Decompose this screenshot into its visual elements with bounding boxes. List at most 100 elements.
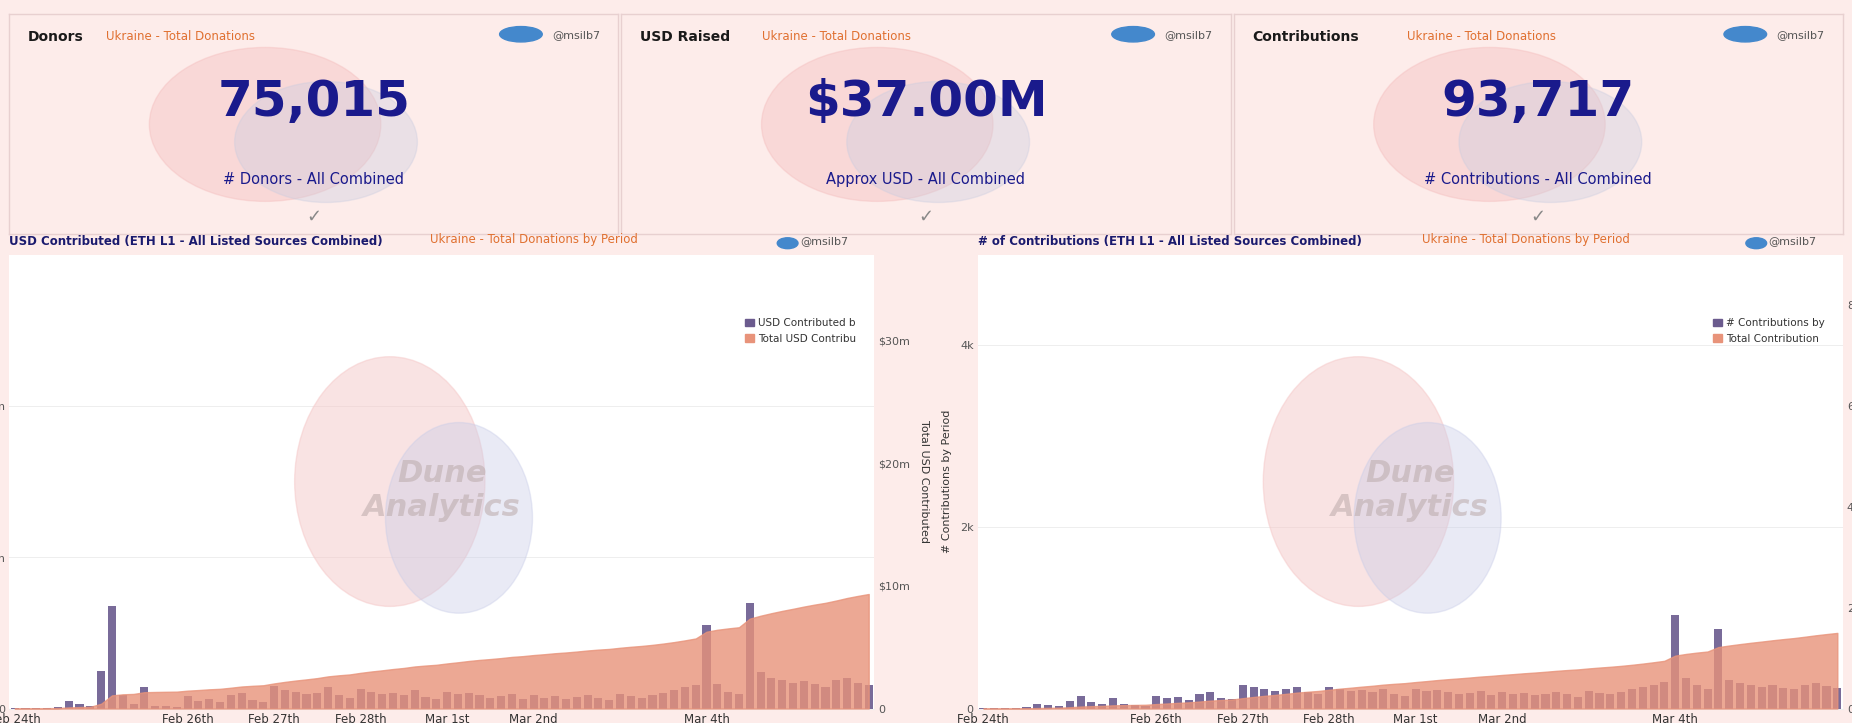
Bar [1715, 629, 1722, 709]
Text: @msilb7: @msilb7 [800, 236, 848, 247]
Bar [454, 694, 461, 709]
Bar [1639, 687, 1646, 709]
Bar [583, 696, 591, 709]
Text: USD Raised: USD Raised [639, 30, 730, 44]
Bar [1346, 691, 1356, 709]
Bar [496, 696, 506, 709]
Bar [1141, 706, 1150, 709]
Bar [659, 693, 667, 709]
Bar [87, 706, 94, 709]
Bar [1109, 698, 1117, 709]
Bar [1195, 694, 1204, 709]
Bar [270, 686, 278, 709]
Text: ✓: ✓ [306, 208, 322, 226]
Circle shape [778, 238, 798, 249]
Bar [400, 696, 407, 709]
Bar [1304, 692, 1311, 709]
Ellipse shape [1459, 82, 1641, 202]
Bar [530, 696, 537, 709]
Text: @msilb7: @msilb7 [1769, 236, 1817, 247]
Bar [648, 696, 657, 709]
Bar [1056, 706, 1063, 709]
Bar [1206, 692, 1215, 709]
Bar [1358, 690, 1365, 709]
Bar [367, 692, 376, 709]
Bar [1326, 687, 1333, 709]
Bar [357, 689, 365, 709]
Bar [313, 693, 322, 709]
Bar [378, 694, 387, 709]
Bar [119, 695, 126, 709]
Bar [617, 694, 624, 709]
Bar [822, 687, 830, 709]
Bar [778, 680, 787, 709]
Bar [682, 688, 689, 709]
Bar [1045, 705, 1052, 709]
Bar [507, 694, 517, 709]
Bar [1270, 691, 1280, 709]
Bar [1228, 699, 1235, 709]
Bar [443, 692, 452, 709]
Bar [217, 703, 224, 709]
Bar [259, 702, 267, 709]
Bar [96, 671, 106, 709]
Bar [1250, 687, 1258, 709]
Bar [226, 695, 235, 709]
Bar [1780, 688, 1787, 709]
Bar [832, 680, 841, 709]
Bar [1315, 695, 1322, 709]
Bar [606, 700, 613, 709]
Bar [1130, 705, 1139, 709]
Bar [626, 696, 635, 709]
Bar [800, 681, 807, 709]
Bar [1791, 689, 1798, 709]
Bar [1563, 695, 1570, 709]
Legend: USD Contributed b, Total USD Contribu: USD Contributed b, Total USD Contribu [741, 315, 859, 348]
Bar [130, 704, 137, 709]
Bar [637, 698, 646, 709]
Text: Ukraine - Total Donations: Ukraine - Total Donations [1408, 30, 1556, 43]
Bar [476, 696, 483, 709]
Bar [572, 697, 582, 709]
Bar [324, 688, 332, 709]
Y-axis label: # Contributions by Period: # Contributions by Period [943, 410, 952, 553]
Bar [65, 701, 72, 709]
Bar [552, 696, 559, 709]
Bar [1671, 615, 1680, 709]
Circle shape [500, 27, 543, 42]
Legend: # Contributions by, Total Contribution: # Contributions by, Total Contribution [1709, 315, 1830, 348]
Bar [1098, 703, 1106, 709]
Bar [670, 690, 678, 709]
Bar [411, 690, 419, 709]
Bar [282, 690, 289, 709]
Text: Ukraine - Total Donations by Period: Ukraine - Total Donations by Period [1422, 234, 1630, 247]
Bar [1595, 693, 1604, 709]
Text: Ukraine - Total Donations: Ukraine - Total Donations [761, 30, 911, 43]
Bar [1476, 691, 1485, 709]
Ellipse shape [761, 48, 993, 202]
Text: 75,015: 75,015 [217, 78, 411, 127]
Bar [1163, 698, 1170, 709]
Bar [432, 699, 441, 709]
Bar [1682, 678, 1691, 709]
Bar [1811, 683, 1821, 709]
Bar [1574, 697, 1582, 709]
Bar [152, 706, 159, 709]
Bar [757, 672, 765, 709]
Bar [735, 694, 743, 709]
Circle shape [1746, 238, 1767, 249]
Ellipse shape [1263, 356, 1454, 607]
Text: @msilb7: @msilb7 [1776, 30, 1824, 40]
Bar [865, 685, 872, 709]
Bar [541, 698, 548, 709]
Text: Approx USD - All Combined: Approx USD - All Combined [826, 172, 1026, 187]
Bar [1530, 696, 1539, 709]
Text: # Contributions - All Combined: # Contributions - All Combined [1424, 172, 1652, 187]
Bar [1509, 695, 1517, 709]
Text: Contributions: Contributions [1252, 30, 1359, 44]
Bar [767, 677, 776, 709]
Bar [389, 693, 396, 709]
Circle shape [1724, 27, 1767, 42]
Bar [1822, 686, 1830, 709]
Bar [713, 685, 722, 709]
